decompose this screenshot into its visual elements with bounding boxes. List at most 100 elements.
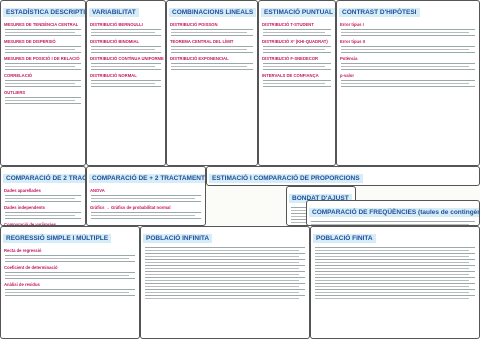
formula-line: [91, 63, 161, 64]
subheading: TEOREMA CENTRAL DEL LÍMIT: [170, 39, 234, 44]
formula-line: [5, 255, 135, 256]
subheading: MESURES DE POSICIÓ I DE RELACIÓ: [4, 56, 80, 61]
subheading: Dades aparellades: [4, 188, 41, 193]
formula-line: [263, 66, 325, 67]
formula-line: [341, 63, 475, 64]
formula-line: [315, 259, 475, 260]
section: POBLACIÓ FINITA: [310, 226, 480, 339]
section: ESTADÍSTICA DESCRIPTIVA MESURES DE TENDÈN…: [0, 0, 86, 166]
formula-line: [341, 46, 475, 47]
formula-line: [145, 253, 305, 254]
formula-line: [171, 63, 253, 64]
section-title: BONDAT D'AJUST: [289, 194, 352, 203]
formula-line: [341, 29, 475, 30]
subheading: DISTRIBUCIÓ BINOMIAL: [90, 39, 140, 44]
section-title: COMPARACIÓ DE + 2 TRACTAMENTS: [89, 174, 205, 183]
section: CONTRAST D'HIPÒTESI Error tipus I Error ti…: [336, 0, 480, 166]
formula-line: [91, 32, 155, 33]
section-title: COMPARACIÓ DE 2 TRACTAMENTS: [3, 174, 85, 183]
formula-line: [263, 35, 331, 36]
section-title: ESTADÍSTICA DESCRIPTIVA: [3, 8, 85, 17]
formula-line: [315, 283, 475, 284]
formula-line: [5, 97, 81, 98]
formula-line: [315, 253, 475, 254]
subheading: p-valor: [340, 73, 354, 78]
formula-line: [5, 218, 81, 219]
formula-line: [5, 35, 81, 36]
subheading: CORRELACIÓ: [4, 73, 33, 78]
formula-line: [341, 86, 475, 87]
formula-line: [341, 52, 475, 53]
formula-line: [5, 212, 81, 213]
formula-line: [263, 80, 331, 81]
subheading: Error tipus II: [340, 39, 365, 44]
formula-line: [145, 265, 305, 266]
formula-line: [5, 103, 81, 104]
formula-line: [171, 52, 253, 53]
section-title: ESTIMACIÓ I COMPARACIÓ DE PROPORCIONS: [209, 174, 363, 183]
formula-line: [5, 195, 81, 196]
subheading: Coeficient de determinació: [4, 265, 58, 270]
formula-line: [5, 292, 129, 293]
section-title: POBLACIÓ INFINITA: [143, 234, 213, 243]
formula-line: [91, 198, 195, 199]
formula-line: [5, 272, 135, 273]
formula-line: [171, 29, 253, 30]
formula-line: [315, 268, 469, 269]
formula-line: [315, 286, 469, 287]
formula-line: [145, 268, 299, 269]
formula-line: [263, 52, 331, 53]
subheading: Recta de regressió: [4, 248, 42, 253]
formula-line: [145, 280, 299, 281]
subheading: INTERVALS DE CONFIANÇA: [262, 73, 319, 78]
subheading: Comparació de variàncies: [4, 222, 56, 226]
formula-line: [145, 286, 299, 287]
formula-line: [311, 221, 475, 222]
formula-line: [315, 277, 475, 278]
formula-line: [91, 80, 161, 81]
formula-line: [5, 258, 129, 259]
formula-line: [5, 289, 135, 290]
section: VARIABILITAT DISTRIBUCIÓ BERNOULLI DISTRIB…: [86, 0, 166, 166]
formula-line: [171, 66, 247, 67]
formula-line: [145, 256, 299, 257]
formula-line: [91, 46, 161, 47]
formula-line: [5, 29, 81, 30]
formula-line: [145, 262, 299, 263]
section: COMPARACIÓ DE 2 TRACTAMENTS Dades aparell…: [0, 166, 86, 226]
formula-line: [91, 86, 161, 87]
formula-line: [5, 215, 75, 216]
subheading: Error tipus I: [340, 22, 364, 27]
formula-line: [341, 32, 469, 33]
formula-line: [315, 250, 469, 251]
formula-line: [145, 292, 299, 293]
formula-line: [5, 278, 135, 279]
formula-line: [263, 69, 331, 70]
formula-line: [91, 215, 195, 216]
formula-line: [5, 275, 129, 276]
formula-line: [145, 277, 305, 278]
formula-line: [145, 289, 305, 290]
formula-line: [5, 198, 75, 199]
formula-line: [315, 247, 475, 248]
subheading: Potència: [340, 56, 358, 61]
formula-line: [91, 49, 155, 50]
section-title: POBLACIÓ FINITA: [313, 234, 376, 243]
formula-line: [145, 283, 305, 284]
subheading: DISTRIBUCIÓ F-SNEDECOR: [262, 56, 319, 61]
formula-line: [145, 298, 299, 299]
formula-line: [171, 69, 253, 70]
formula-line: [263, 83, 325, 84]
section-title: COMBINACIONS LINEALS: [169, 8, 257, 17]
formula-line: [171, 46, 253, 47]
subheading: DISTRIBUCIÓ EXPONENCIAL: [170, 56, 229, 61]
formula-line: [171, 35, 253, 36]
formula-line: [315, 280, 469, 281]
formula-line: [145, 250, 299, 251]
formula-line: [91, 218, 201, 219]
formula-line: [5, 69, 81, 70]
formula-line: [91, 69, 161, 70]
formula-line: [315, 271, 475, 272]
formula-line: [341, 83, 469, 84]
